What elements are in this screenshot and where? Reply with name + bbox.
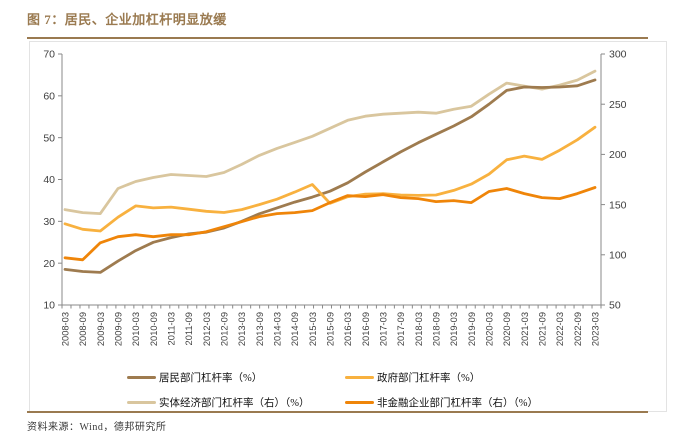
- x-axis-label: 2009-09: [114, 312, 124, 346]
- right-axis-tick-label: 150: [609, 199, 627, 211]
- x-axis-label: 2012-09: [220, 312, 230, 346]
- x-axis-label: 2009-03: [96, 312, 106, 346]
- left-axis-tick-label: 50: [43, 132, 55, 144]
- left-axis-tick-label: 60: [43, 91, 55, 103]
- left-axis-tick-label: 10: [43, 300, 55, 312]
- x-axis-label: 2011-09: [184, 312, 194, 345]
- legend-swatch-corporate: [345, 400, 374, 405]
- series-line-household: [63, 78, 597, 274]
- x-axis-label: 2016-09: [361, 312, 371, 346]
- left-axis-tick-label: 20: [43, 258, 55, 270]
- footer-divider: [27, 411, 648, 413]
- legend-label: 实体经济部门杠杆率（右）（%）: [159, 398, 310, 409]
- right-axis-tick-label: 100: [609, 250, 627, 262]
- x-axis-label: 2019-03: [449, 312, 459, 346]
- series-line-real_economy: [63, 69, 597, 216]
- legend-label: 居民部门杠杆率（%）: [159, 373, 263, 384]
- figure-title: 图 7：居民、企业加杠杆明显放缓: [27, 12, 227, 27]
- legend-label: 非金融企业部门杠杆率（右）（%）: [377, 398, 538, 409]
- x-axis-label: 2011-03: [167, 312, 177, 345]
- x-axis-label: 2020-03: [485, 312, 495, 346]
- x-axis-label: 2017-09: [396, 312, 406, 346]
- legend-item-government: 政府部门杠杆率（%）: [345, 370, 480, 385]
- right-axis-tick-label: 50: [609, 300, 621, 312]
- x-axis-label: 2017-03: [379, 312, 389, 346]
- x-axis-label: 2021-03: [520, 312, 530, 346]
- x-axis-label: 2018-03: [414, 312, 424, 346]
- right-axis-tick-label: 200: [609, 149, 627, 161]
- x-axis-label: 2020-09: [502, 312, 512, 346]
- legend-item-household: 居民部门杠杆率（%）: [127, 370, 262, 385]
- x-axis-label: 2014-09: [290, 312, 300, 346]
- x-axis-label: 2014-03: [273, 312, 283, 346]
- x-axis-label: 2008-09: [78, 312, 88, 346]
- source-note: 资料来源：Wind，德邦研究所: [27, 422, 167, 433]
- chart-legend: 居民部门杠杆率（%） 政府部门杠杆率（%） 实体经济部门杠杆率（右）（%） 非金融企业…: [0, 368, 675, 410]
- x-axis-label: 2022-09: [573, 312, 583, 346]
- x-axis-label: 2021-09: [538, 312, 548, 346]
- x-axis-label: 2016-03: [343, 312, 353, 346]
- legend-swatch-government: [345, 375, 374, 380]
- legend-item-corporate: 非金融企业部门杠杆率（右）（%）: [345, 395, 538, 410]
- legend-item-real_economy: 实体经济部门杠杆率（右）（%）: [127, 395, 310, 410]
- x-axis-label: 2010-03: [131, 312, 141, 346]
- x-axis-label: 2015-09: [326, 312, 336, 346]
- legend-swatch-real_economy: [127, 400, 156, 405]
- x-axis-label: 2010-09: [149, 312, 159, 346]
- x-axis-label: 2019-09: [467, 312, 477, 346]
- legend-swatch-household: [127, 375, 156, 380]
- x-axis-label: 2022-03: [555, 312, 565, 346]
- legend-label: 政府部门杠杆率（%）: [377, 373, 481, 384]
- series-line-corporate: [63, 186, 597, 262]
- left-axis-tick-label: 70: [43, 49, 55, 61]
- x-axis-label: 2013-03: [237, 312, 247, 346]
- right-axis-tick-label: 300: [609, 49, 627, 61]
- x-axis-label: 2015-03: [308, 312, 318, 346]
- title-divider: [27, 37, 648, 39]
- x-axis-label: 2012-03: [202, 312, 212, 346]
- left-axis-tick-label: 40: [43, 174, 55, 186]
- left-axis-tick-label: 30: [43, 216, 55, 228]
- x-axis-label: 2023-03: [591, 312, 601, 346]
- right-axis-tick-label: 250: [609, 99, 627, 111]
- x-axis-label: 2013-09: [255, 312, 265, 346]
- x-axis-label: 2018-09: [432, 312, 442, 346]
- x-axis-label: 2008-03: [61, 312, 71, 346]
